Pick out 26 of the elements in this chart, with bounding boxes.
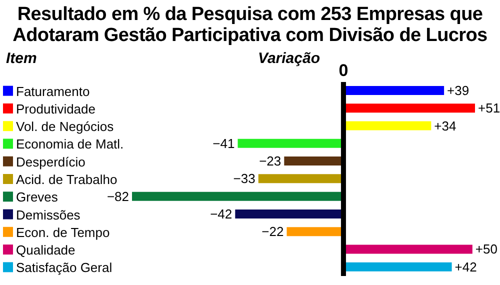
data-label: +51	[478, 100, 500, 116]
data-label: −42	[210, 206, 232, 222]
data-label: −22	[262, 224, 284, 240]
y-tick-label: Economia de Matl.	[16, 136, 124, 152]
y-tick-label: Satisfação Geral	[16, 260, 112, 276]
y-tick-label: Vol. de Negócios	[16, 119, 114, 134]
data-label: −23	[259, 154, 282, 169]
y-tick-label: Greves	[16, 190, 58, 205]
y-axis-title: Item	[6, 50, 37, 67]
data-label: −41	[212, 136, 235, 151]
y-tick-label: Demissões	[16, 207, 81, 222]
chart-title: Resultado em % da Pesquisa com 253 Empresas que Adotaram Gestão Participativa com Divisão de Lucros	[12, 4, 488, 46]
y-tick-label: Econ. de Tempo	[16, 224, 110, 240]
x-axis-title: Variação	[258, 50, 320, 67]
data-label: +34	[434, 118, 456, 134]
data-label: −82	[106, 188, 129, 204]
data-label: +50	[475, 242, 498, 257]
data-label: +42	[454, 259, 477, 274]
y-tick-label: Produtividade	[16, 101, 96, 116]
y-tick-label: Qualidade	[16, 242, 76, 258]
y-tick-label: Faturamento	[16, 84, 90, 99]
data-label: −33	[233, 171, 256, 186]
y-tick-label: Desperdício	[16, 154, 86, 170]
ref-line-label: 0	[338, 61, 348, 80]
data-label: +39	[447, 83, 470, 98]
y-tick-label: Acid. de Trabalho	[16, 172, 118, 187]
